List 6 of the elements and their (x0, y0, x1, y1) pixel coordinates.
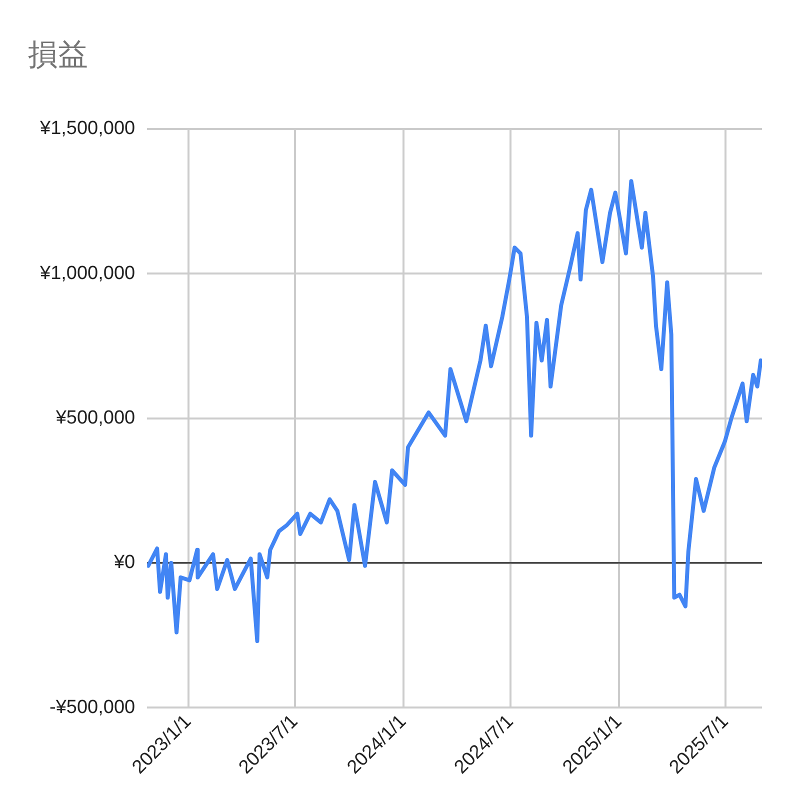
y-tick-label: -¥500,000 (50, 696, 136, 718)
y-tick-label: ¥1,000,000 (39, 262, 136, 284)
y-tick-label: ¥1,500,000 (39, 118, 136, 140)
y-tick-label: ¥0 (112, 552, 136, 574)
y-tick-label: ¥500,000 (54, 408, 136, 429)
chart-title: 損益 (28, 38, 88, 72)
